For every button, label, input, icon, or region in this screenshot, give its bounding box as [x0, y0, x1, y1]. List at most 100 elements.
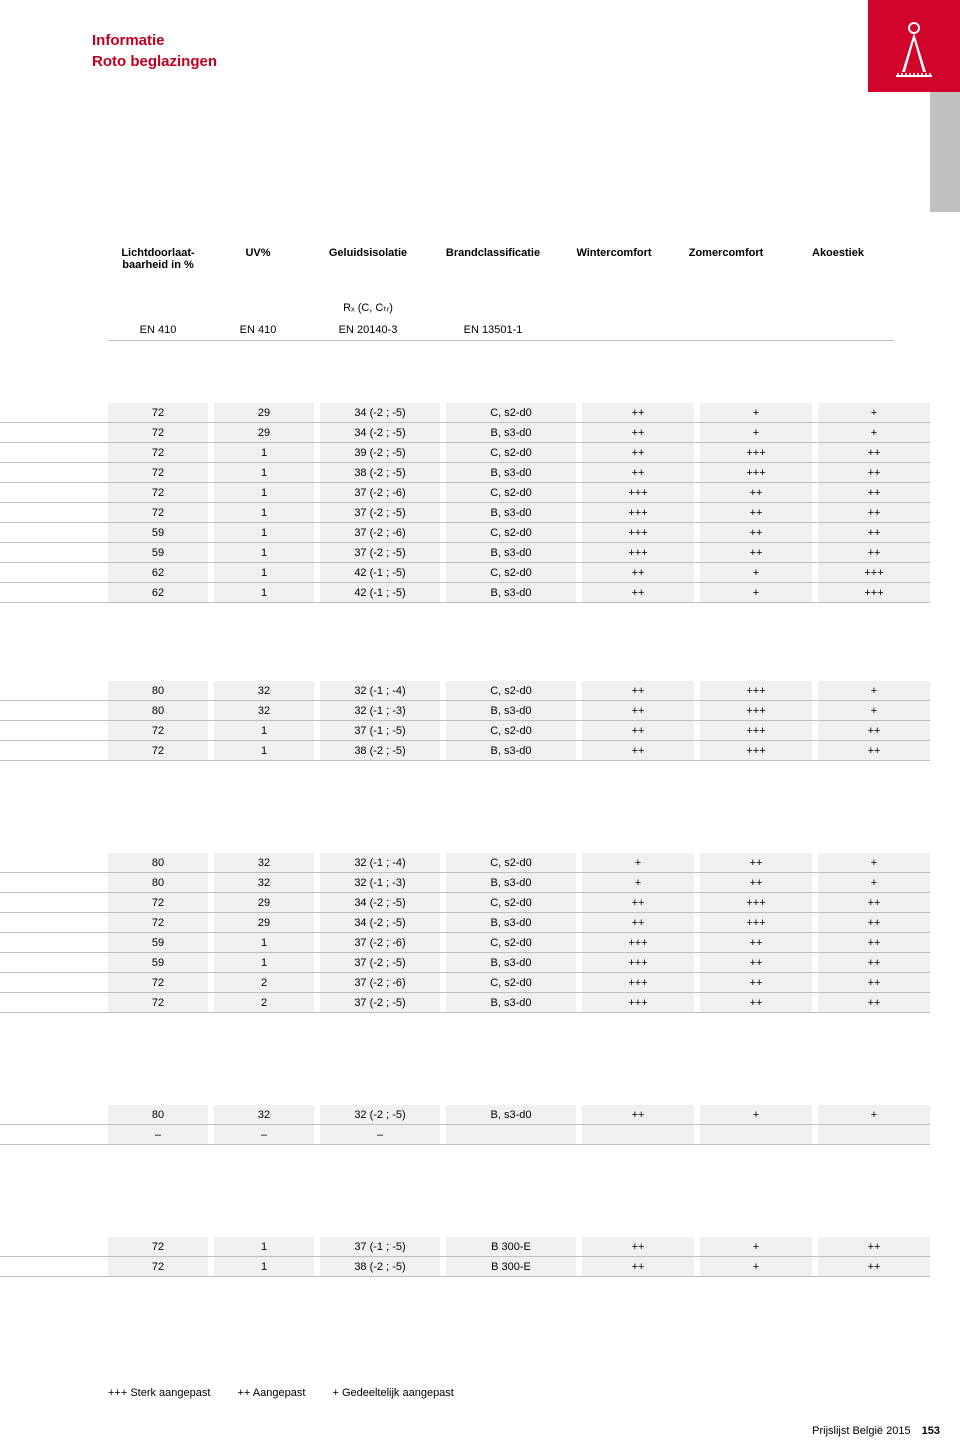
table-cell: 59: [108, 543, 208, 563]
table-cell: 72: [108, 973, 208, 993]
table-cell: –: [214, 1125, 314, 1145]
table-cell: +++: [582, 973, 694, 993]
table-cell: ++: [818, 953, 930, 973]
legend-item-1: +++ Sterk aangepast: [108, 1387, 210, 1399]
side-tab: [930, 92, 960, 212]
standards-row: EN 410 EN 410 EN 20140-3 EN 13501-1: [108, 322, 900, 341]
table-cell: ++: [582, 443, 694, 463]
table-cell: ++: [700, 933, 812, 953]
table-row: 72137 (-1 ; -5)B 300-E+++++: [0, 1237, 948, 1257]
table-cell: C, s2-d0: [446, 523, 576, 543]
table-cell: 1: [214, 443, 314, 463]
table-cell: ++: [582, 1237, 694, 1257]
table-cell: 32: [214, 853, 314, 873]
table-row: 59137 (-2 ; -5)B, s3-d0+++++++: [0, 953, 948, 973]
table-cell: +: [818, 1105, 930, 1125]
table-group: 72137 (-1 ; -5)B 300-E+++++72138 (-2 ; -…: [0, 1237, 948, 1277]
table-cell: 72: [108, 1257, 208, 1277]
table-cell: +: [700, 423, 812, 443]
row-leader: [0, 741, 108, 761]
table-cell: ++: [582, 583, 694, 603]
row-leader: [0, 721, 108, 741]
table-cell: 1: [214, 483, 314, 503]
table-cell: +++: [700, 893, 812, 913]
row-leader: [0, 583, 108, 603]
row-leader: [0, 681, 108, 701]
row-leader: [0, 523, 108, 543]
table-cell: B, s3-d0: [446, 741, 576, 761]
table-cell: 34 (-2 ; -5): [320, 893, 440, 913]
legend-item-2: ++ Aangepast: [238, 1387, 306, 1399]
table-cell: 39 (-2 ; -5): [320, 443, 440, 463]
table-cell: 37 (-2 ; -5): [320, 993, 440, 1013]
table-cell: C, s2-d0: [446, 893, 576, 913]
table-cell: ++: [700, 853, 812, 873]
title-line-1: Informatie: [92, 30, 217, 51]
table-row: –––: [0, 1125, 948, 1145]
row-leader: [0, 403, 108, 423]
table-cell: B, s3-d0: [446, 543, 576, 563]
table-cell: 72: [108, 503, 208, 523]
table-cell: 59: [108, 953, 208, 973]
table-cell: +: [582, 873, 694, 893]
row-leader: [0, 1257, 108, 1277]
table-cell: 37 (-1 ; -5): [320, 721, 440, 741]
table-cell: ++: [700, 973, 812, 993]
table-cell: 29: [214, 893, 314, 913]
table-cell: ++: [700, 993, 812, 1013]
table-cell: ++: [818, 483, 930, 503]
table-cell: +++: [700, 913, 812, 933]
top-bar: Informatie Roto beglazingen: [0, 0, 960, 90]
table-row: 803232 (-1 ; -3)B, s3-d0++++++: [0, 701, 948, 721]
footer: Prijslijst België 2015 153: [812, 1425, 940, 1437]
row-leader: [0, 463, 108, 483]
table-cell: 34 (-2 ; -5): [320, 913, 440, 933]
table-cell: 32: [214, 681, 314, 701]
table-cell: +++: [582, 483, 694, 503]
row-leader: [0, 563, 108, 583]
table-cell: ++: [700, 953, 812, 973]
col-header-brandclassificatie: Brandclassificatie: [428, 245, 558, 273]
table-cell: 1: [214, 741, 314, 761]
table-cell: ++: [700, 523, 812, 543]
standard-en410-b: EN 410: [208, 322, 308, 341]
row-leader: [0, 443, 108, 463]
table-cell: ++: [582, 681, 694, 701]
table-cell: 80: [108, 873, 208, 893]
table-cell: +: [818, 681, 930, 701]
table-cell: ++: [818, 721, 930, 741]
table-cell: +: [700, 1105, 812, 1125]
table-cell: 34 (-2 ; -5): [320, 403, 440, 423]
col-header-lichtdoorlaat: Lichtdoorlaat-baarheid in %: [108, 245, 208, 273]
row-leader: [0, 913, 108, 933]
row-leader: [0, 853, 108, 873]
table-cell: 72: [108, 443, 208, 463]
table-cell: 62: [108, 583, 208, 603]
table-row: 72137 (-2 ; -6)C, s2-d0+++++++: [0, 483, 948, 503]
table-row: 72138 (-2 ; -5)B, s3-d0+++++++: [0, 463, 948, 483]
table-cell: ++: [582, 701, 694, 721]
table-cell: B, s3-d0: [446, 503, 576, 523]
table-cell: +++: [582, 503, 694, 523]
table-cell: 29: [214, 403, 314, 423]
table-cell: 1: [214, 953, 314, 973]
table-cell: 38 (-2 ; -5): [320, 1257, 440, 1277]
table-row: 722934 (-2 ; -5)C, s2-d0+++++++: [0, 893, 948, 913]
table-cell: ++: [582, 1105, 694, 1125]
table-cell: B, s3-d0: [446, 913, 576, 933]
table-cell: [818, 1125, 930, 1145]
table-cell: ++: [818, 741, 930, 761]
table-row: 62142 (-1 ; -5)C, s2-d0++++++: [0, 563, 948, 583]
table-cell: ++: [818, 933, 930, 953]
compass-icon: [888, 18, 940, 82]
table-cell: ++: [700, 483, 812, 503]
table-row: 72137 (-2 ; -5)B, s3-d0+++++++: [0, 503, 948, 523]
table-groups: 722934 (-2 ; -5)C, s2-d0++++722934 (-2 ;…: [0, 403, 948, 1277]
header-row: Lichtdoorlaat-baarheid in % UV% Geluidsi…: [108, 245, 900, 273]
table-cell: 32 (-2 ; -5): [320, 1105, 440, 1125]
table-cell: C, s2-d0: [446, 973, 576, 993]
table-row: 59137 (-2 ; -6)C, s2-d0+++++++: [0, 523, 948, 543]
table-cell: 29: [214, 423, 314, 443]
table-cell: +++: [700, 463, 812, 483]
table-cell: +++: [700, 681, 812, 701]
